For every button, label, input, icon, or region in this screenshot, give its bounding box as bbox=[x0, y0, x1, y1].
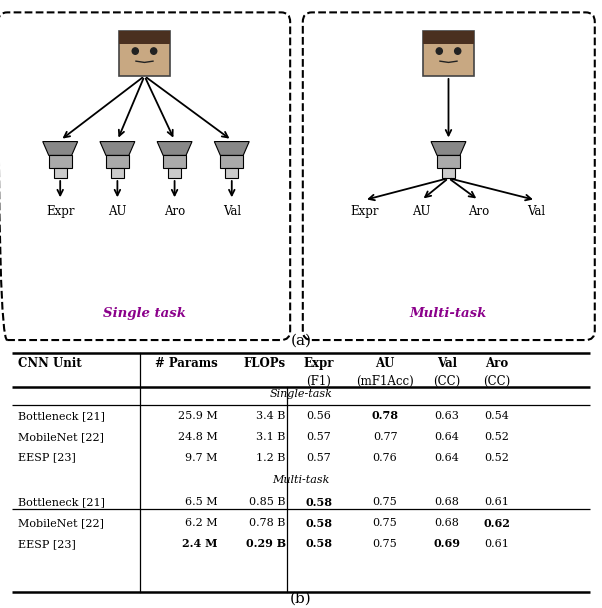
Text: Expr: Expr bbox=[303, 357, 334, 370]
Polygon shape bbox=[106, 156, 129, 168]
Text: Bottleneck [21]: Bottleneck [21] bbox=[18, 497, 105, 507]
Text: 3.1 B: 3.1 B bbox=[256, 432, 286, 442]
Text: AU: AU bbox=[412, 204, 430, 218]
Text: 0.78 B: 0.78 B bbox=[249, 518, 286, 528]
Polygon shape bbox=[423, 30, 474, 44]
Text: 24.8 M: 24.8 M bbox=[178, 432, 218, 442]
Text: Single-task: Single-task bbox=[270, 389, 332, 399]
Text: 3.4 B: 3.4 B bbox=[256, 411, 286, 421]
Text: 9.7 M: 9.7 M bbox=[185, 453, 218, 463]
Text: (CC): (CC) bbox=[433, 375, 461, 389]
Text: Expr: Expr bbox=[350, 204, 379, 218]
Text: AU: AU bbox=[108, 204, 126, 218]
Text: Expr: Expr bbox=[46, 204, 75, 218]
Text: 0.52: 0.52 bbox=[485, 432, 510, 442]
Text: 0.29 B: 0.29 B bbox=[246, 539, 286, 550]
Text: 25.9 M: 25.9 M bbox=[178, 411, 218, 421]
Circle shape bbox=[455, 48, 461, 54]
Circle shape bbox=[132, 48, 138, 54]
Text: Aro: Aro bbox=[486, 357, 509, 370]
Text: 0.62: 0.62 bbox=[484, 517, 510, 528]
Text: 1.2 B: 1.2 B bbox=[256, 453, 286, 463]
Polygon shape bbox=[225, 168, 238, 178]
Polygon shape bbox=[437, 156, 460, 168]
Circle shape bbox=[150, 48, 157, 54]
Text: 0.64: 0.64 bbox=[435, 432, 459, 442]
Text: 0.63: 0.63 bbox=[435, 411, 459, 421]
Text: EESP [23]: EESP [23] bbox=[18, 453, 76, 463]
Text: (CC): (CC) bbox=[483, 375, 510, 389]
Text: 0.78: 0.78 bbox=[371, 410, 399, 421]
Polygon shape bbox=[168, 168, 181, 178]
Text: 0.54: 0.54 bbox=[485, 411, 510, 421]
Text: 0.75: 0.75 bbox=[373, 497, 397, 507]
Text: (b): (b) bbox=[290, 592, 312, 606]
Polygon shape bbox=[54, 168, 67, 178]
Text: 0.58: 0.58 bbox=[305, 539, 332, 550]
Text: Multi-task: Multi-task bbox=[410, 307, 487, 320]
Text: 0.64: 0.64 bbox=[435, 453, 459, 463]
Polygon shape bbox=[100, 142, 135, 156]
Text: 0.56: 0.56 bbox=[306, 411, 331, 421]
Text: 0.85 B: 0.85 B bbox=[249, 497, 286, 507]
Text: Val: Val bbox=[527, 204, 545, 218]
Text: (F1): (F1) bbox=[306, 375, 331, 389]
Polygon shape bbox=[119, 30, 170, 44]
Text: 0.77: 0.77 bbox=[373, 432, 397, 442]
Text: Bottleneck [21]: Bottleneck [21] bbox=[18, 411, 105, 421]
Text: 0.68: 0.68 bbox=[435, 497, 459, 507]
Text: 0.69: 0.69 bbox=[433, 539, 461, 550]
Text: Aro: Aro bbox=[164, 204, 185, 218]
Text: 0.61: 0.61 bbox=[485, 539, 510, 549]
Text: AU: AU bbox=[376, 357, 395, 370]
Text: 0.61: 0.61 bbox=[485, 497, 510, 507]
Polygon shape bbox=[163, 156, 186, 168]
Text: 0.57: 0.57 bbox=[306, 453, 331, 463]
Text: FLOPs: FLOPs bbox=[244, 357, 286, 370]
Text: 0.75: 0.75 bbox=[373, 539, 397, 549]
Polygon shape bbox=[442, 168, 455, 178]
Text: MobileNet [22]: MobileNet [22] bbox=[18, 518, 104, 528]
Text: 6.5 M: 6.5 M bbox=[185, 497, 218, 507]
Text: 0.52: 0.52 bbox=[485, 453, 510, 463]
Polygon shape bbox=[220, 156, 243, 168]
Polygon shape bbox=[43, 142, 78, 156]
Polygon shape bbox=[49, 156, 72, 168]
Text: Aro: Aro bbox=[468, 204, 489, 218]
Polygon shape bbox=[431, 142, 466, 156]
Text: 0.76: 0.76 bbox=[373, 453, 397, 463]
Text: Single task: Single task bbox=[103, 307, 186, 320]
Text: 0.68: 0.68 bbox=[435, 518, 459, 528]
Text: CNN Unit: CNN Unit bbox=[18, 357, 81, 370]
Text: 0.58: 0.58 bbox=[305, 497, 332, 508]
Polygon shape bbox=[111, 168, 124, 178]
Text: Val: Val bbox=[437, 357, 457, 370]
Text: Multi-task: Multi-task bbox=[272, 475, 330, 485]
Text: 0.75: 0.75 bbox=[373, 518, 397, 528]
FancyBboxPatch shape bbox=[423, 30, 474, 76]
Text: 0.57: 0.57 bbox=[306, 432, 331, 442]
Text: # Params: # Params bbox=[155, 357, 218, 370]
Text: EESP [23]: EESP [23] bbox=[18, 539, 76, 549]
Text: 0.58: 0.58 bbox=[305, 517, 332, 528]
Text: Val: Val bbox=[223, 204, 241, 218]
Text: 2.4 M: 2.4 M bbox=[182, 539, 218, 550]
Polygon shape bbox=[214, 142, 249, 156]
Text: 6.2 M: 6.2 M bbox=[185, 518, 218, 528]
Text: (a): (a) bbox=[291, 334, 311, 348]
FancyBboxPatch shape bbox=[119, 30, 170, 76]
Text: (mF1Acc): (mF1Acc) bbox=[356, 375, 414, 389]
Text: MobileNet [22]: MobileNet [22] bbox=[18, 432, 104, 442]
Polygon shape bbox=[157, 142, 192, 156]
Circle shape bbox=[436, 48, 442, 54]
